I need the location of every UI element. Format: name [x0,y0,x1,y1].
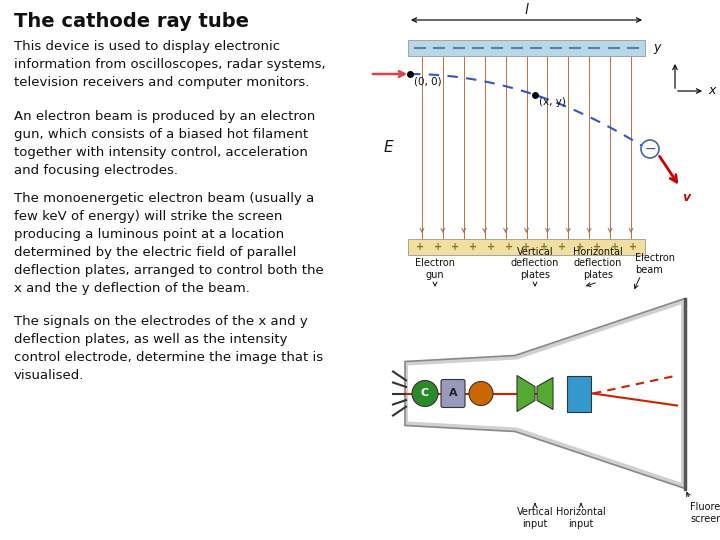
FancyBboxPatch shape [408,239,645,255]
Text: $l$: $l$ [523,2,529,17]
Text: +: + [451,242,459,252]
Text: The cathode ray tube: The cathode ray tube [14,12,249,31]
Text: The signals on the electrodes of the x and y
deflection plates, as well as the i: The signals on the electrodes of the x a… [14,315,323,382]
Circle shape [641,140,659,158]
Text: E: E [383,140,393,155]
Text: +: + [558,242,566,252]
Text: Horizontal
deflection
plates: Horizontal deflection plates [573,247,623,280]
Text: +: + [523,242,531,252]
Polygon shape [405,299,685,489]
Text: An electron beam is produced by an electron
gun, which consists of a biased hot : An electron beam is produced by an elect… [14,110,315,177]
Text: y: y [653,42,660,55]
Text: The monoenergetic electron beam (usually a
few keV of energy) will strike the sc: The monoenergetic electron beam (usually… [14,192,324,295]
Circle shape [412,381,438,407]
Text: +: + [416,242,424,252]
Text: +: + [611,242,619,252]
Text: Electron
beam: Electron beam [635,253,675,275]
Polygon shape [537,377,553,409]
FancyBboxPatch shape [408,40,645,56]
Text: +: + [576,242,584,252]
Text: +: + [593,242,602,252]
Text: −: − [644,142,656,156]
Text: (0, 0): (0, 0) [414,76,441,86]
Text: A: A [449,388,457,399]
Text: This device is used to display electronic
information from oscilloscopes, radar : This device is used to display electroni… [14,40,325,89]
Text: Vertical
deflection
plates: Vertical deflection plates [510,247,559,280]
Text: +: + [629,242,637,252]
Text: +: + [540,242,549,252]
Polygon shape [408,305,681,483]
Text: Horizontal
input: Horizontal input [556,507,606,529]
Polygon shape [517,375,535,411]
Text: x: x [708,84,716,98]
FancyBboxPatch shape [567,375,591,411]
Text: C: C [421,388,429,399]
FancyBboxPatch shape [441,380,465,408]
Text: v: v [682,191,690,204]
Text: Electron
gun: Electron gun [415,259,455,280]
Text: +: + [433,242,442,252]
Text: Vertical
input: Vertical input [517,507,553,529]
Text: +: + [487,242,495,252]
Text: +: + [505,242,513,252]
Circle shape [469,381,493,406]
Text: Fluorescent
screen: Fluorescent screen [690,502,720,524]
Text: (x, y): (x, y) [539,97,565,107]
Text: +: + [469,242,477,252]
